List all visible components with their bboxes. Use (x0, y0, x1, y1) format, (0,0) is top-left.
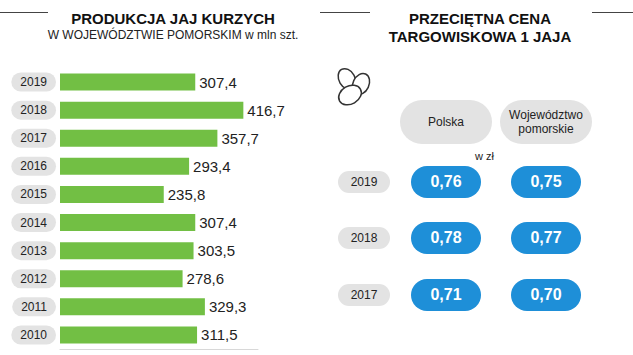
svg-text:2010: 2010 (20, 328, 47, 342)
svg-text:307,4: 307,4 (199, 74, 237, 91)
svg-text:PRODUKCJA JAJ KURZYCH: PRODUKCJA JAJ KURZYCH (71, 10, 275, 27)
html-text:0,77: 0,77 (530, 229, 562, 246)
html-text:Polska: Polska (428, 115, 464, 129)
svg-text:278,6: 278,6 (187, 270, 225, 287)
svg-text:W WOJEWÓDZTWIE POMORSKIM w mln: W WOJEWÓDZTWIE POMORSKIM w mln szt. (48, 27, 299, 42)
html-text:0,78: 0,78 (430, 229, 462, 246)
html-text:2018: 2018 (350, 231, 378, 245)
svg-text:2019: 2019 (20, 75, 47, 89)
svg-text:2016: 2016 (20, 159, 47, 173)
svg-text:329,3: 329,3 (209, 298, 247, 315)
html-text:2019: 2019 (350, 175, 378, 189)
html-text:Województwo pomorskie: Województwo pomorskie (509, 108, 583, 136)
svg-text:2012: 2012 (20, 272, 47, 286)
svg-text:2015: 2015 (20, 187, 47, 201)
html-text:0,70: 0,70 (530, 286, 562, 303)
html-text:w zł: w zł (475, 150, 494, 162)
svg-text:2011: 2011 (21, 300, 47, 314)
svg-text:416,7: 416,7 (247, 102, 285, 119)
svg-text:357,7: 357,7 (221, 130, 259, 147)
svg-text:307,4: 307,4 (199, 214, 237, 231)
html-text:2017: 2017 (350, 288, 378, 302)
html-text:0,76: 0,76 (430, 173, 462, 190)
html-text:0,71: 0,71 (430, 286, 462, 303)
svg-text:2014: 2014 (20, 216, 47, 230)
html-text:PRZECIĘTNA CENA TARGOWISKOWA 1: PRZECIĘTNA CENA TARGOWISKOWA 1 JAJA (388, 10, 572, 45)
svg-text:303,5: 303,5 (198, 242, 236, 259)
svg-text:2018: 2018 (20, 103, 47, 117)
svg-text:293,4: 293,4 (193, 158, 231, 175)
svg-text:235,8: 235,8 (168, 186, 206, 203)
svg-text:311,5: 311,5 (201, 326, 237, 343)
html-text:0,75: 0,75 (530, 173, 562, 190)
svg-text:2013: 2013 (20, 244, 47, 258)
svg-text:2017: 2017 (20, 131, 47, 145)
